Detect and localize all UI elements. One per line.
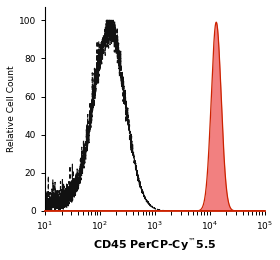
Y-axis label: Relative Cell Count: Relative Cell Count [7,66,16,152]
X-axis label: CD45 PerCP-Cy$^{\mathsf{™}}$5.5: CD45 PerCP-Cy$^{\mathsf{™}}$5.5 [93,237,216,253]
